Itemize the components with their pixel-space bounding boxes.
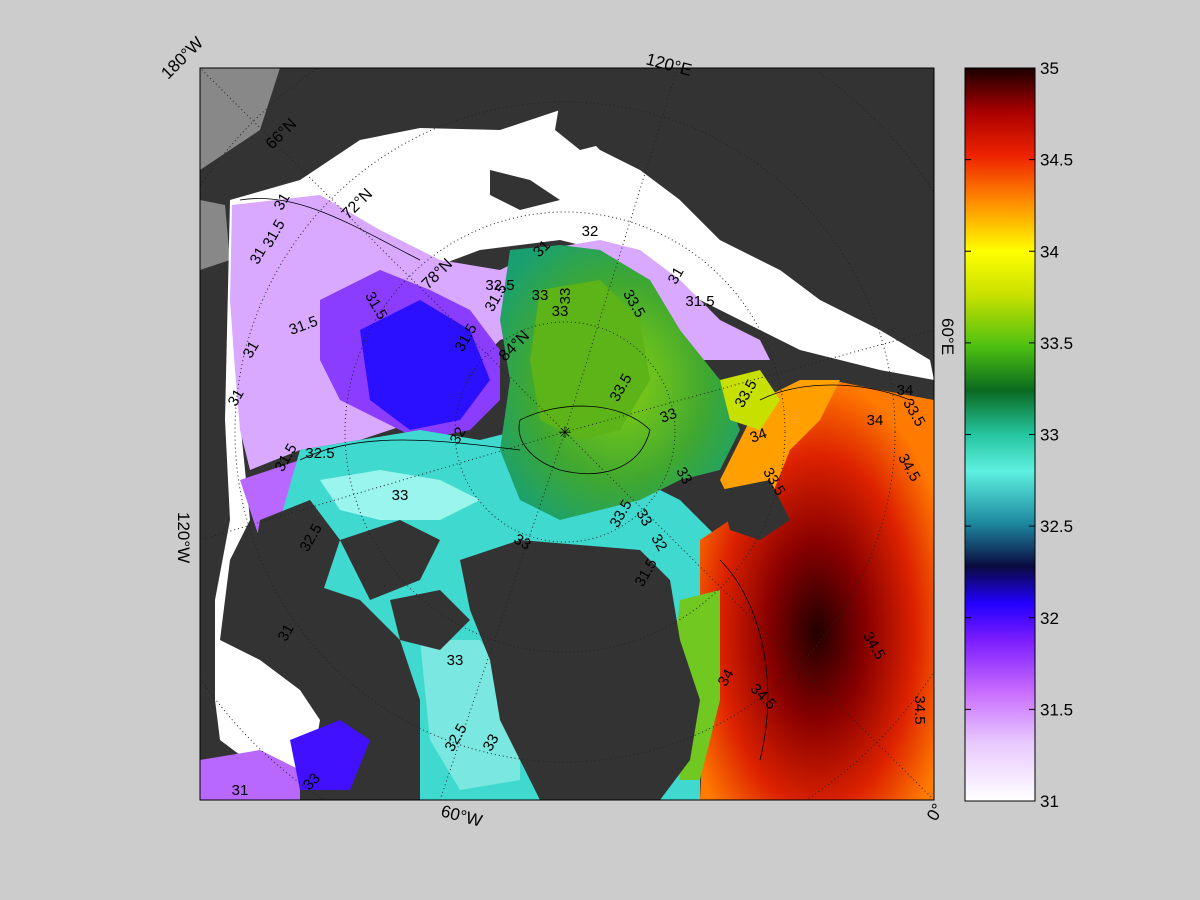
- map-frame: [199, 67, 935, 801]
- contour-label: 33: [392, 487, 409, 504]
- contour-label: 33: [511, 531, 534, 554]
- contour-label: 31: [240, 338, 263, 361]
- colorbar-ticks: 35 34.5 34 33.5 33 32.5 32 31.5 31: [965, 59, 1073, 811]
- contour-label: 31.5: [685, 293, 714, 310]
- atlantic-high-salinity: [700, 380, 934, 800]
- contour-label: 34.5: [911, 695, 928, 724]
- contour-label: 31: [665, 264, 688, 287]
- contour-label: 33: [447, 652, 464, 669]
- contour-label: 33: [552, 303, 569, 320]
- contour-label: 33: [632, 506, 655, 529]
- eurasia: [600, 68, 934, 340]
- greenland: [460, 540, 700, 800]
- contour-label: 31: [225, 386, 248, 409]
- contour-label: 34: [748, 425, 769, 447]
- contour-label: 33: [658, 405, 679, 427]
- colorbar-tick-label: 32.5: [1040, 517, 1073, 536]
- colorbar: 35 34.5 34 33.5 33 32.5 32 31.5 31: [964, 59, 1073, 811]
- colorbar-gradient: [964, 67, 1036, 802]
- contour-label: 33: [532, 287, 549, 304]
- colorbar-tick-label: 31: [1040, 792, 1059, 811]
- contour-label: 31: [232, 782, 249, 799]
- contour-label: 31: [247, 244, 270, 267]
- contour-label: 34: [867, 412, 884, 429]
- contour-label: 32.5: [305, 445, 334, 462]
- contour-label: 34: [897, 382, 914, 399]
- contour-label: 32.5: [485, 277, 514, 294]
- contour-label: 32: [582, 223, 599, 240]
- lon-label-0: 0°: [923, 800, 948, 824]
- contour-label: 33: [480, 731, 503, 754]
- lon-label-120w: 120°W: [174, 512, 193, 563]
- salinity-contours: [239, 198, 911, 761]
- contour-label: 34: [715, 666, 738, 689]
- graticule: [200, 68, 934, 800]
- colorbar-tick-label: 34: [1040, 242, 1059, 261]
- colorbar-tick-label: 34.5: [1040, 151, 1073, 170]
- contour-label: 33: [672, 464, 695, 487]
- lon-label-60w: 60°W: [439, 802, 484, 831]
- pole-marker-icon: ✳: [558, 425, 571, 442]
- land-gray-top-left: [200, 68, 280, 170]
- contour-label: 31: [271, 190, 294, 213]
- colorbar-tick-label: 33: [1040, 426, 1059, 445]
- colorbar-tick-label: 35: [1040, 59, 1059, 78]
- colorbar-tick-label: 33.5: [1040, 334, 1073, 353]
- colorbar-tick-label: 32: [1040, 609, 1059, 628]
- colorbar-tick-label: 31.5: [1040, 700, 1073, 719]
- contour-label: 32: [647, 531, 670, 554]
- contour-label: 31: [275, 621, 298, 644]
- contour-label: 33: [557, 288, 574, 305]
- lon-label-60e: 60°E: [938, 318, 957, 355]
- contour-label: 32: [447, 424, 470, 447]
